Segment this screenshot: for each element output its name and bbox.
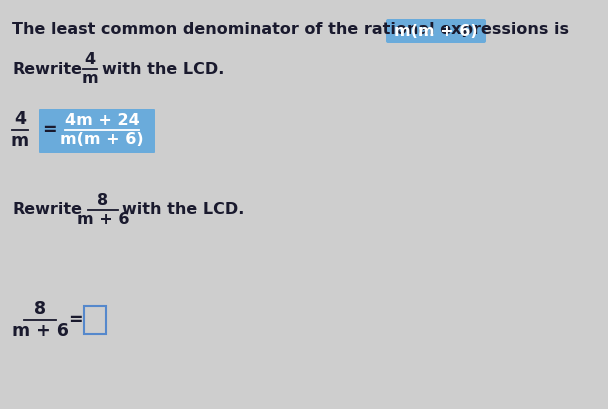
Text: 4: 4 <box>85 52 95 67</box>
Text: 4m + 24: 4m + 24 <box>64 113 139 128</box>
Text: with the LCD.: with the LCD. <box>122 202 244 218</box>
Text: m: m <box>11 132 29 150</box>
Text: m(m + 6): m(m + 6) <box>60 132 144 147</box>
Text: 8: 8 <box>34 300 46 318</box>
Text: m + 6: m + 6 <box>77 212 130 227</box>
Text: The least common denominator of the rational expressions is: The least common denominator of the rati… <box>12 22 569 37</box>
FancyBboxPatch shape <box>39 109 155 153</box>
Text: m + 6: m + 6 <box>12 322 69 340</box>
Text: =: = <box>68 311 83 329</box>
FancyBboxPatch shape <box>386 19 486 43</box>
Text: Rewrite: Rewrite <box>12 202 82 218</box>
Text: Rewrite: Rewrite <box>12 61 82 76</box>
Text: m: m <box>81 71 98 86</box>
Text: with the LCD.: with the LCD. <box>102 61 224 76</box>
Text: =: = <box>42 121 57 139</box>
Text: 4: 4 <box>14 110 26 128</box>
FancyBboxPatch shape <box>84 306 106 334</box>
Text: m(m + 6): m(m + 6) <box>394 23 478 38</box>
Text: 8: 8 <box>97 193 109 208</box>
